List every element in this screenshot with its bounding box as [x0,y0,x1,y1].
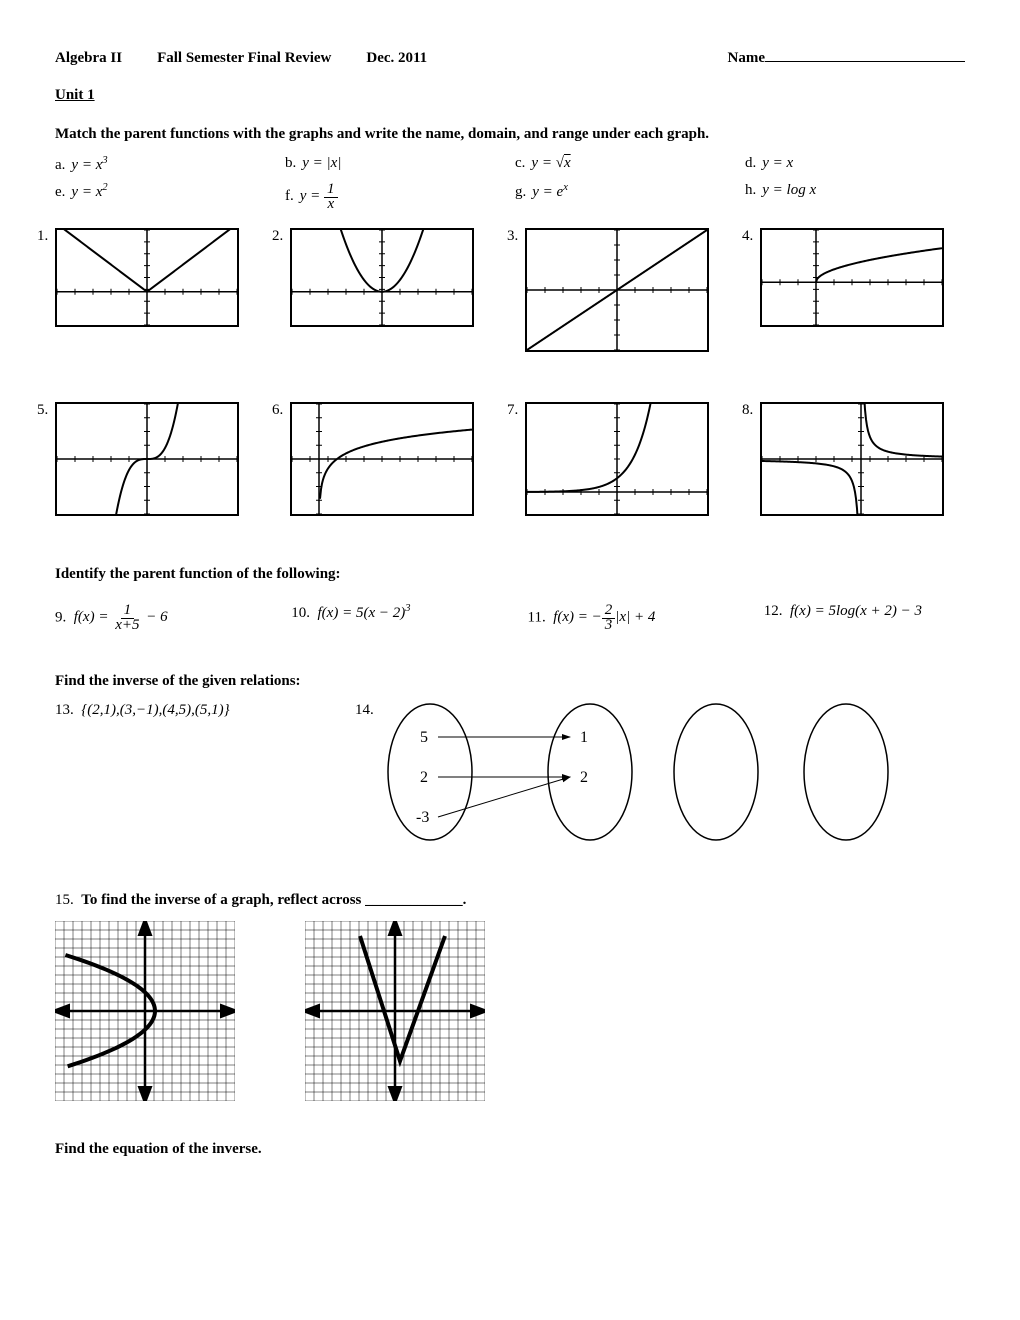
fn-d: d.y = x [745,155,965,174]
fn-h: h.y = log x [745,182,965,212]
svg-text:2: 2 [580,769,588,786]
q13: 13. {(2,1),(3,−1),(4,5),(5,1)} [55,702,345,719]
fn-e: e.y = x2 [55,182,275,212]
q14: 14. 5 2 -3 1 2 [355,702,906,852]
grid-graph-1 [55,921,235,1101]
graph-row-1: 1.2.3.4. [55,228,965,352]
fn-f: f.y = 1x [285,182,505,212]
mapping-diagram-empty [666,702,906,852]
mapping-diagram-14: 5 2 -3 1 2 [380,702,660,852]
course: Algebra II [55,50,122,67]
fn-b: b.y = |x| [285,155,505,174]
instruction-3: Find the inverse of the given relations: [55,673,965,690]
title: Fall Semester Final Review [157,50,331,67]
function-list: a.y = x3 b.y = |x| c.y = √x d.y = x e.y … [55,155,965,212]
instruction-4: Find the equation of the inverse. [55,1141,965,1158]
svg-text:2: 2 [420,769,428,786]
fn-a: a.y = x3 [55,155,275,174]
page-header: Algebra II Fall Semester Final Review De… [55,50,965,67]
date: Dec. 2011 [366,50,427,67]
inverse-row: 13. {(2,1),(3,−1),(4,5),(5,1)} 14. 5 2 -… [55,702,965,852]
grid-pair [55,921,965,1101]
svg-text:1: 1 [580,729,588,746]
name-field: Name [728,50,966,67]
instruction-2: Identify the parent function of the foll… [55,566,965,583]
q11: 11. f(x) = −23|x| + 4 [528,603,729,633]
q15: 15. To find the inverse of a graph, refl… [55,892,965,909]
instruction-1: Match the parent functions with the grap… [55,126,965,143]
fn-c: c.y = √x [515,155,735,174]
graph-row-2: 5.6.7.8. [55,402,965,516]
svg-text:-3: -3 [416,809,429,826]
fn-g: g.y = ex [515,182,735,212]
q10: 10. f(x) = 5(x − 2)3 [291,603,492,633]
unit-heading: Unit 1 [55,87,965,104]
grid-graph-2 [305,921,485,1101]
identify-row: 9. f(x) = 1x+5 − 6 10. f(x) = 5(x − 2)3 … [55,603,965,633]
q12: 12. f(x) = 5log(x + 2) − 3 [764,603,965,633]
svg-text:5: 5 [420,729,428,746]
q9: 9. f(x) = 1x+5 − 6 [55,603,256,633]
